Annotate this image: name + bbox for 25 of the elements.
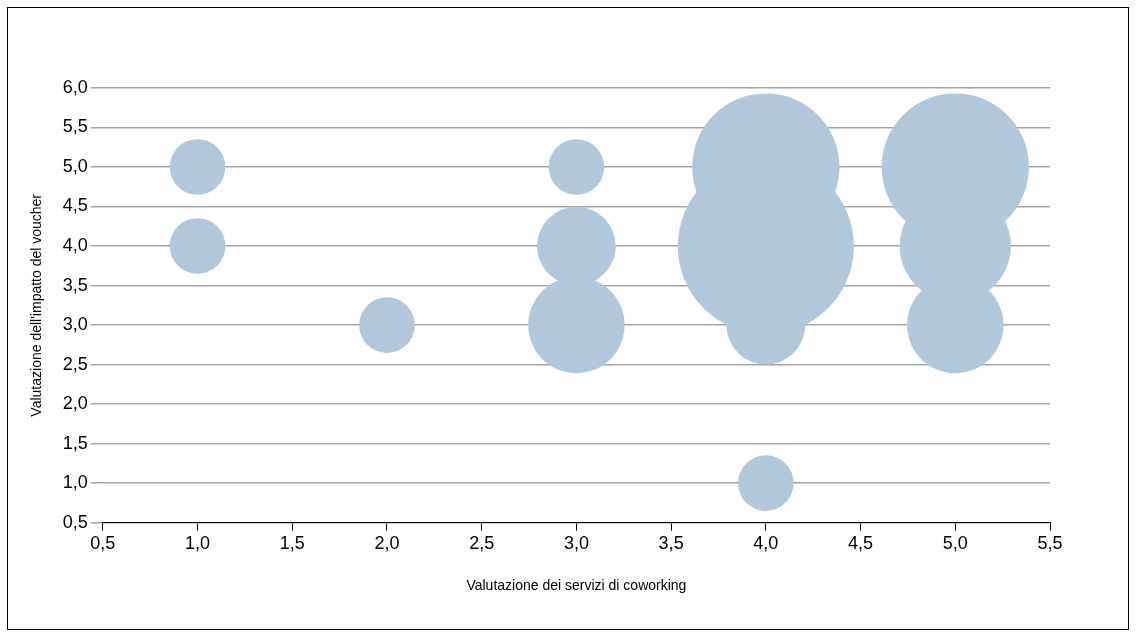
y-axis-title: Valutazione dell'impatto del voucher [28,193,45,417]
y-tick-label: 4,5 [62,195,88,216]
x-tick-label: 4,5 [848,533,874,554]
x-tick-label: 4,0 [753,533,779,554]
x-tick-label: 5,0 [942,533,968,554]
y-tick-label: 4,0 [62,235,88,256]
y-tick-label: 5,5 [62,116,88,137]
x-tick-label: 2,5 [469,533,495,554]
x-axis-title: Valutazione dei servizi di coworking [466,577,687,594]
y-tick-label: 2,5 [62,353,88,374]
x-tick-label: 2,0 [374,533,400,554]
y-tick-label: 6,0 [62,76,88,97]
x-tick-label: 1,5 [279,533,305,554]
x-tick-label: 0,5 [90,533,116,554]
x-tick-label: 1,0 [185,533,211,554]
y-tick-label: 1,5 [62,432,88,453]
x-tick-label: 5,5 [1037,533,1063,554]
y-tick-label: 2,0 [62,393,88,414]
x-tick-label: 3,0 [563,533,589,554]
y-tick-label: 1,0 [62,472,88,493]
y-tick-label: 3,0 [62,314,88,335]
y-tick-label: 5,0 [62,155,88,176]
y-tick-label: 3,5 [62,274,88,295]
x-tick-label: 3,5 [658,533,684,554]
y-tick-label: 0,5 [62,511,88,532]
